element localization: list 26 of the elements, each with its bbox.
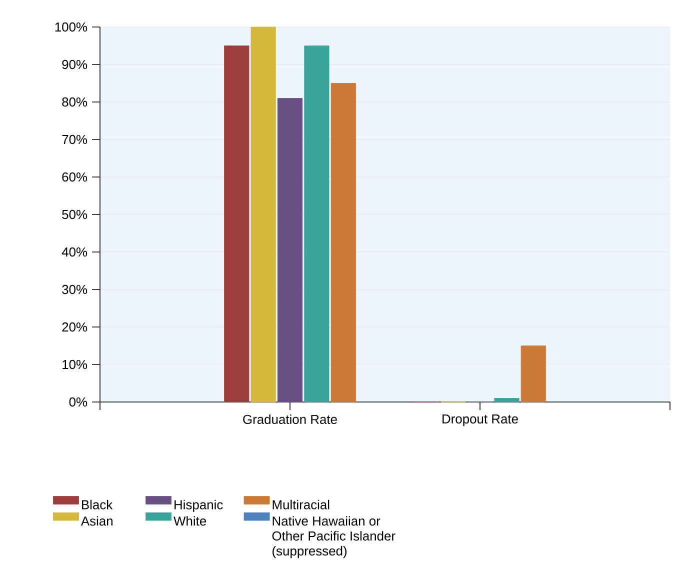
bar [250,26,276,402]
bar [494,398,520,402]
legend-label: White [174,516,206,526]
y-tick-label: 80% [62,97,88,107]
y-tick-label: 50% [62,210,88,220]
y-tick-label: 30% [62,284,88,294]
y-tick-label: 70% [62,134,88,144]
bar [224,46,250,402]
legend-label: Black [82,500,113,510]
y-tick-label: 20% [62,322,88,332]
bar [520,346,546,402]
legend-label: Multiracial [272,500,330,510]
y-tick-label: 90% [62,60,88,70]
y-tick-label: 100% [55,22,88,32]
legend-label: Asian [80,516,112,526]
bar [304,46,330,402]
y-tick-label: 10% [62,360,88,370]
legend-label: Hispanic [174,500,223,512]
x-tick-label: Dropout Rate [442,414,518,426]
bar [277,98,303,402]
y-tick-label: 40% [62,247,88,257]
legend-label: Native Hawaiian or Other Pacific Islander (suppressed) [272,516,396,558]
x-tick-label: Graduation Rate [243,414,337,424]
y-tick-label: 60% [62,172,88,182]
y-tick-label: 0% [69,397,88,407]
bar [330,83,356,402]
